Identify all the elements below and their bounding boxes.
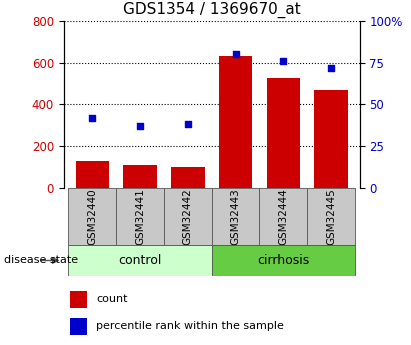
Point	[232, 51, 239, 57]
Text: count: count	[96, 294, 128, 304]
Point	[280, 58, 286, 63]
Bar	[116, 188, 164, 245]
Text: GSM32445: GSM32445	[326, 188, 336, 245]
Bar	[314, 90, 348, 188]
Bar	[76, 161, 109, 188]
Bar	[171, 167, 205, 188]
Point	[185, 122, 191, 127]
Bar	[259, 188, 307, 245]
Bar	[69, 318, 88, 335]
Bar	[307, 188, 355, 245]
Point	[137, 124, 143, 129]
Bar	[164, 188, 212, 245]
Point	[89, 115, 96, 120]
Bar	[69, 245, 212, 276]
Text: GSM32443: GSM32443	[231, 188, 240, 245]
Text: GSM32442: GSM32442	[183, 188, 193, 245]
Bar	[123, 165, 157, 188]
Point	[328, 65, 334, 70]
Text: control: control	[118, 254, 162, 267]
Bar	[212, 188, 259, 245]
Bar	[69, 291, 88, 307]
Title: GDS1354 / 1369670_at: GDS1354 / 1369670_at	[123, 2, 300, 18]
Text: GSM32440: GSM32440	[88, 188, 97, 245]
Bar	[212, 245, 355, 276]
Text: disease state: disease state	[4, 256, 78, 265]
Bar	[267, 78, 300, 188]
Text: percentile rank within the sample: percentile rank within the sample	[96, 321, 284, 331]
Text: GSM32444: GSM32444	[278, 188, 288, 245]
Bar	[69, 188, 116, 245]
Bar	[219, 56, 252, 188]
Text: cirrhosis: cirrhosis	[257, 254, 309, 267]
Text: GSM32441: GSM32441	[135, 188, 145, 245]
